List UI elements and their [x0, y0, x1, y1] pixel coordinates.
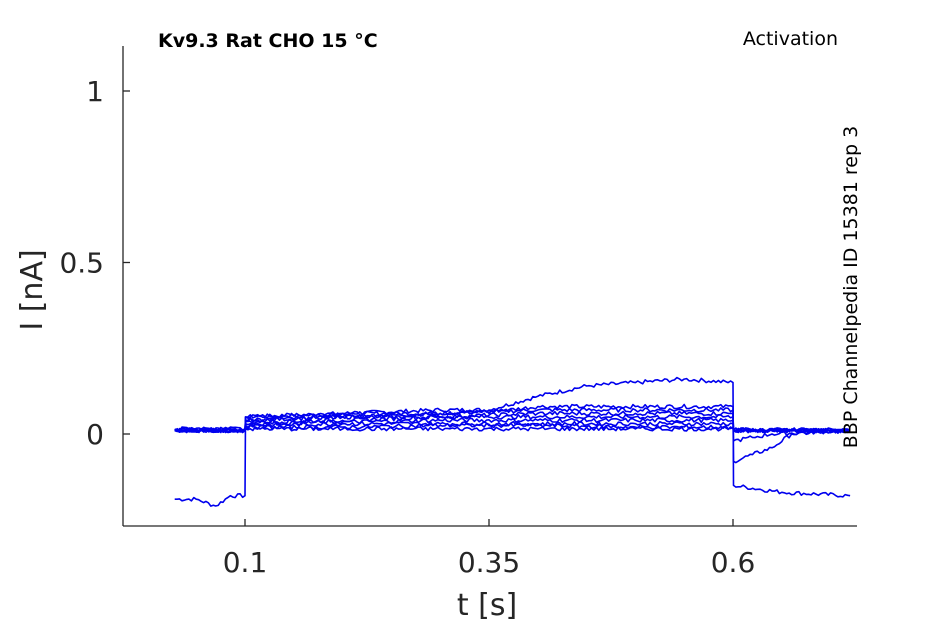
y-axis-label: I [nA]: [15, 249, 50, 330]
y-axis-ticks: 00.51: [59, 75, 130, 451]
x-tick-label: 0.6: [711, 546, 756, 579]
current-trace-3: [174, 407, 851, 443]
y-tick-label: 0.5: [59, 247, 104, 280]
x-axis-ticks: 0.1 0.35 0.6: [223, 519, 756, 579]
source-label: BBP Channelpedia ID 15381 rep 3: [840, 126, 862, 448]
x-axis-label: t [s]: [457, 588, 517, 623]
x-tick-label: 0.1: [223, 546, 268, 579]
current-trace-9: [174, 426, 851, 433]
chart-subtitle: Activation: [743, 28, 838, 50]
x-tick-label: 0.35: [458, 546, 520, 579]
chart-title: Kv9.3 Rat CHO 15 °C: [158, 30, 378, 52]
current-trace-1: [174, 376, 851, 507]
y-tick-label: 1: [86, 75, 104, 108]
y-tick-label: 0: [86, 418, 104, 451]
current-trace-2: [174, 403, 851, 464]
trace-group: [174, 376, 851, 507]
